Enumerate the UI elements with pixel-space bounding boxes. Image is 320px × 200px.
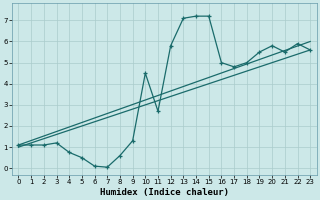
X-axis label: Humidex (Indice chaleur): Humidex (Indice chaleur) — [100, 188, 229, 197]
